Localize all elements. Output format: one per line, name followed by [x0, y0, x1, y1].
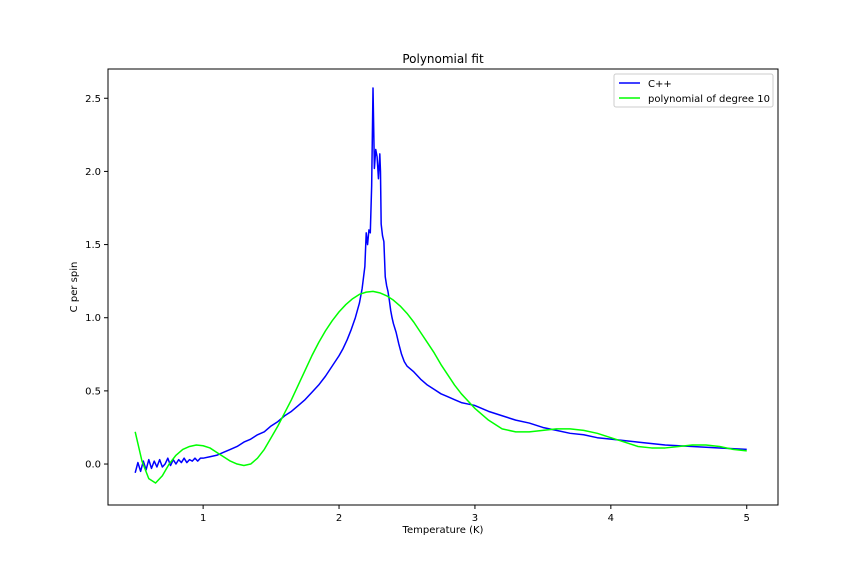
- x-tick-label: 4: [608, 513, 614, 524]
- x-tick-label: 3: [472, 513, 478, 524]
- y-axis-label: C per spin: [69, 262, 80, 313]
- legend-box: [613, 73, 774, 108]
- series-line-polynomial: [134, 290, 747, 484]
- chart-title: Polynomial fit: [402, 52, 484, 66]
- legend-label-polynomial: polynomial of degree 10: [648, 94, 770, 105]
- y-tick-label: 0.5: [85, 386, 101, 397]
- y-tick-label: 1.0: [85, 313, 101, 324]
- legend-label-cpp: C++: [648, 79, 672, 90]
- plot-area: [134, 87, 747, 484]
- y-tick-label: 0.0: [85, 460, 101, 471]
- x-axis-label: Temperature (K): [402, 525, 484, 536]
- y-tick-label: 2.0: [85, 167, 101, 178]
- legend: C++ polynomial of degree 10: [613, 73, 774, 108]
- x-tick-label: 2: [336, 513, 342, 524]
- x-axis-ticks: 1 2 3 4 5: [200, 505, 750, 524]
- series-line-cpp: [134, 87, 747, 474]
- x-tick-label: 1: [200, 513, 206, 524]
- x-tick-label: 5: [744, 513, 750, 524]
- y-tick-label: 1.5: [85, 240, 101, 251]
- axes-frame: [107, 68, 779, 506]
- y-tick-label: 2.5: [85, 94, 101, 105]
- y-axis-ticks: 0.0 0.5 1.0 1.5 2.0 2.5: [85, 94, 108, 471]
